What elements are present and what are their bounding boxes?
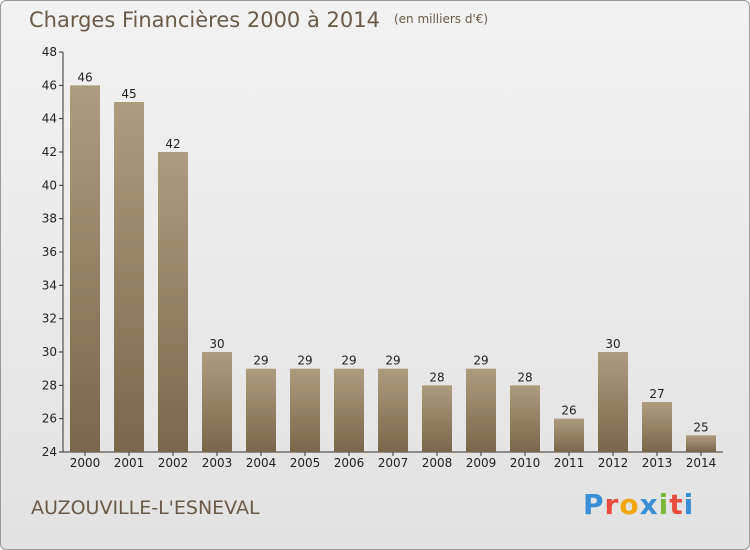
x-tick-label: 2006 xyxy=(334,456,365,470)
logo-letter: x xyxy=(639,488,659,521)
bar xyxy=(466,368,496,452)
bar xyxy=(334,368,364,452)
axes: 24 26 28 30 32 34 36 38 40 42 44 46 48 xyxy=(42,45,723,459)
bar-value-label: 28 xyxy=(429,370,444,384)
x-tick-label: 2009 xyxy=(466,456,497,470)
bar xyxy=(422,385,452,452)
bar-value-label: 28 xyxy=(517,370,532,384)
bar xyxy=(70,85,100,452)
bar-value-label: 30 xyxy=(209,337,224,351)
logo-letter: i xyxy=(658,488,670,521)
bar xyxy=(598,352,628,452)
bar-value-label: 29 xyxy=(341,354,356,368)
logo-letter: r xyxy=(604,488,620,521)
title-text: Charges Financières 2000 à 2014 xyxy=(29,8,380,32)
bar xyxy=(510,385,540,452)
bar xyxy=(686,435,716,452)
x-tick-label: 2003 xyxy=(202,456,233,470)
x-tick-label: 2014 xyxy=(686,456,717,470)
bar-value-label: 45 xyxy=(121,87,136,101)
bar-value-label: 29 xyxy=(473,354,488,368)
y-tick-label: 48 xyxy=(42,45,57,59)
x-tick-label: 2000 xyxy=(70,456,101,470)
y-tick-label: 36 xyxy=(42,245,57,259)
commune-name: AUZOUVILLE-L'ESNEVAL xyxy=(31,497,260,519)
bar xyxy=(290,368,320,452)
bar-value-label: 30 xyxy=(605,337,620,351)
labels: 46 2000 45 2001 42 2002 30 2003 29 2004 29 2005 29 20… xyxy=(70,70,717,470)
bar xyxy=(202,352,232,452)
x-tick-label: 2012 xyxy=(598,456,629,470)
x-tick-label: 2010 xyxy=(510,456,541,470)
bar xyxy=(642,402,672,452)
bar xyxy=(158,152,188,452)
bars xyxy=(70,85,716,452)
y-tick-label: 26 xyxy=(42,412,57,426)
y-tick-label: 30 xyxy=(42,345,57,359)
bar-value-label: 25 xyxy=(693,420,708,434)
proxiti-logo: Proxiti xyxy=(583,488,694,521)
y-tick-label: 34 xyxy=(42,278,57,292)
y-tick-label: 42 xyxy=(42,145,57,159)
bar xyxy=(554,418,584,452)
x-tick-label: 2002 xyxy=(158,456,189,470)
y-tick-label: 44 xyxy=(42,112,57,126)
y-tick-label: 24 xyxy=(42,445,57,459)
y-tick-label: 32 xyxy=(42,312,57,326)
bar-value-label: 29 xyxy=(297,354,312,368)
logo-letter: i xyxy=(683,488,695,521)
bar xyxy=(114,102,144,452)
bar-value-label: 26 xyxy=(561,404,576,418)
x-tick-label: 2007 xyxy=(378,456,409,470)
x-tick-label: 2001 xyxy=(114,456,145,470)
y-tick-label: 38 xyxy=(42,212,57,226)
bar-value-label: 42 xyxy=(165,137,180,151)
x-tick-label: 2013 xyxy=(642,456,673,470)
bar xyxy=(246,368,276,452)
y-tick-label: 46 xyxy=(42,78,57,92)
bar xyxy=(378,368,408,452)
y-tick-label: 40 xyxy=(42,178,57,192)
y-tick-label: 28 xyxy=(42,378,57,392)
bar-value-label: 29 xyxy=(253,354,268,368)
x-tick-label: 2004 xyxy=(246,456,277,470)
chart-title: Charges Financières 2000 à 2014 (en milli… xyxy=(29,8,488,32)
logo-letter: P xyxy=(583,488,605,521)
x-tick-label: 2011 xyxy=(554,456,585,470)
unit-note: (en milliers d'€) xyxy=(393,12,489,26)
bar-value-label: 27 xyxy=(649,387,664,401)
bar-value-label: 29 xyxy=(385,354,400,368)
x-tick-label: 2005 xyxy=(290,456,321,470)
logo-letter: t xyxy=(669,488,684,521)
x-tick-label: 2008 xyxy=(422,456,453,470)
bar-value-label: 46 xyxy=(77,70,92,84)
logo-letter: o xyxy=(619,488,640,521)
